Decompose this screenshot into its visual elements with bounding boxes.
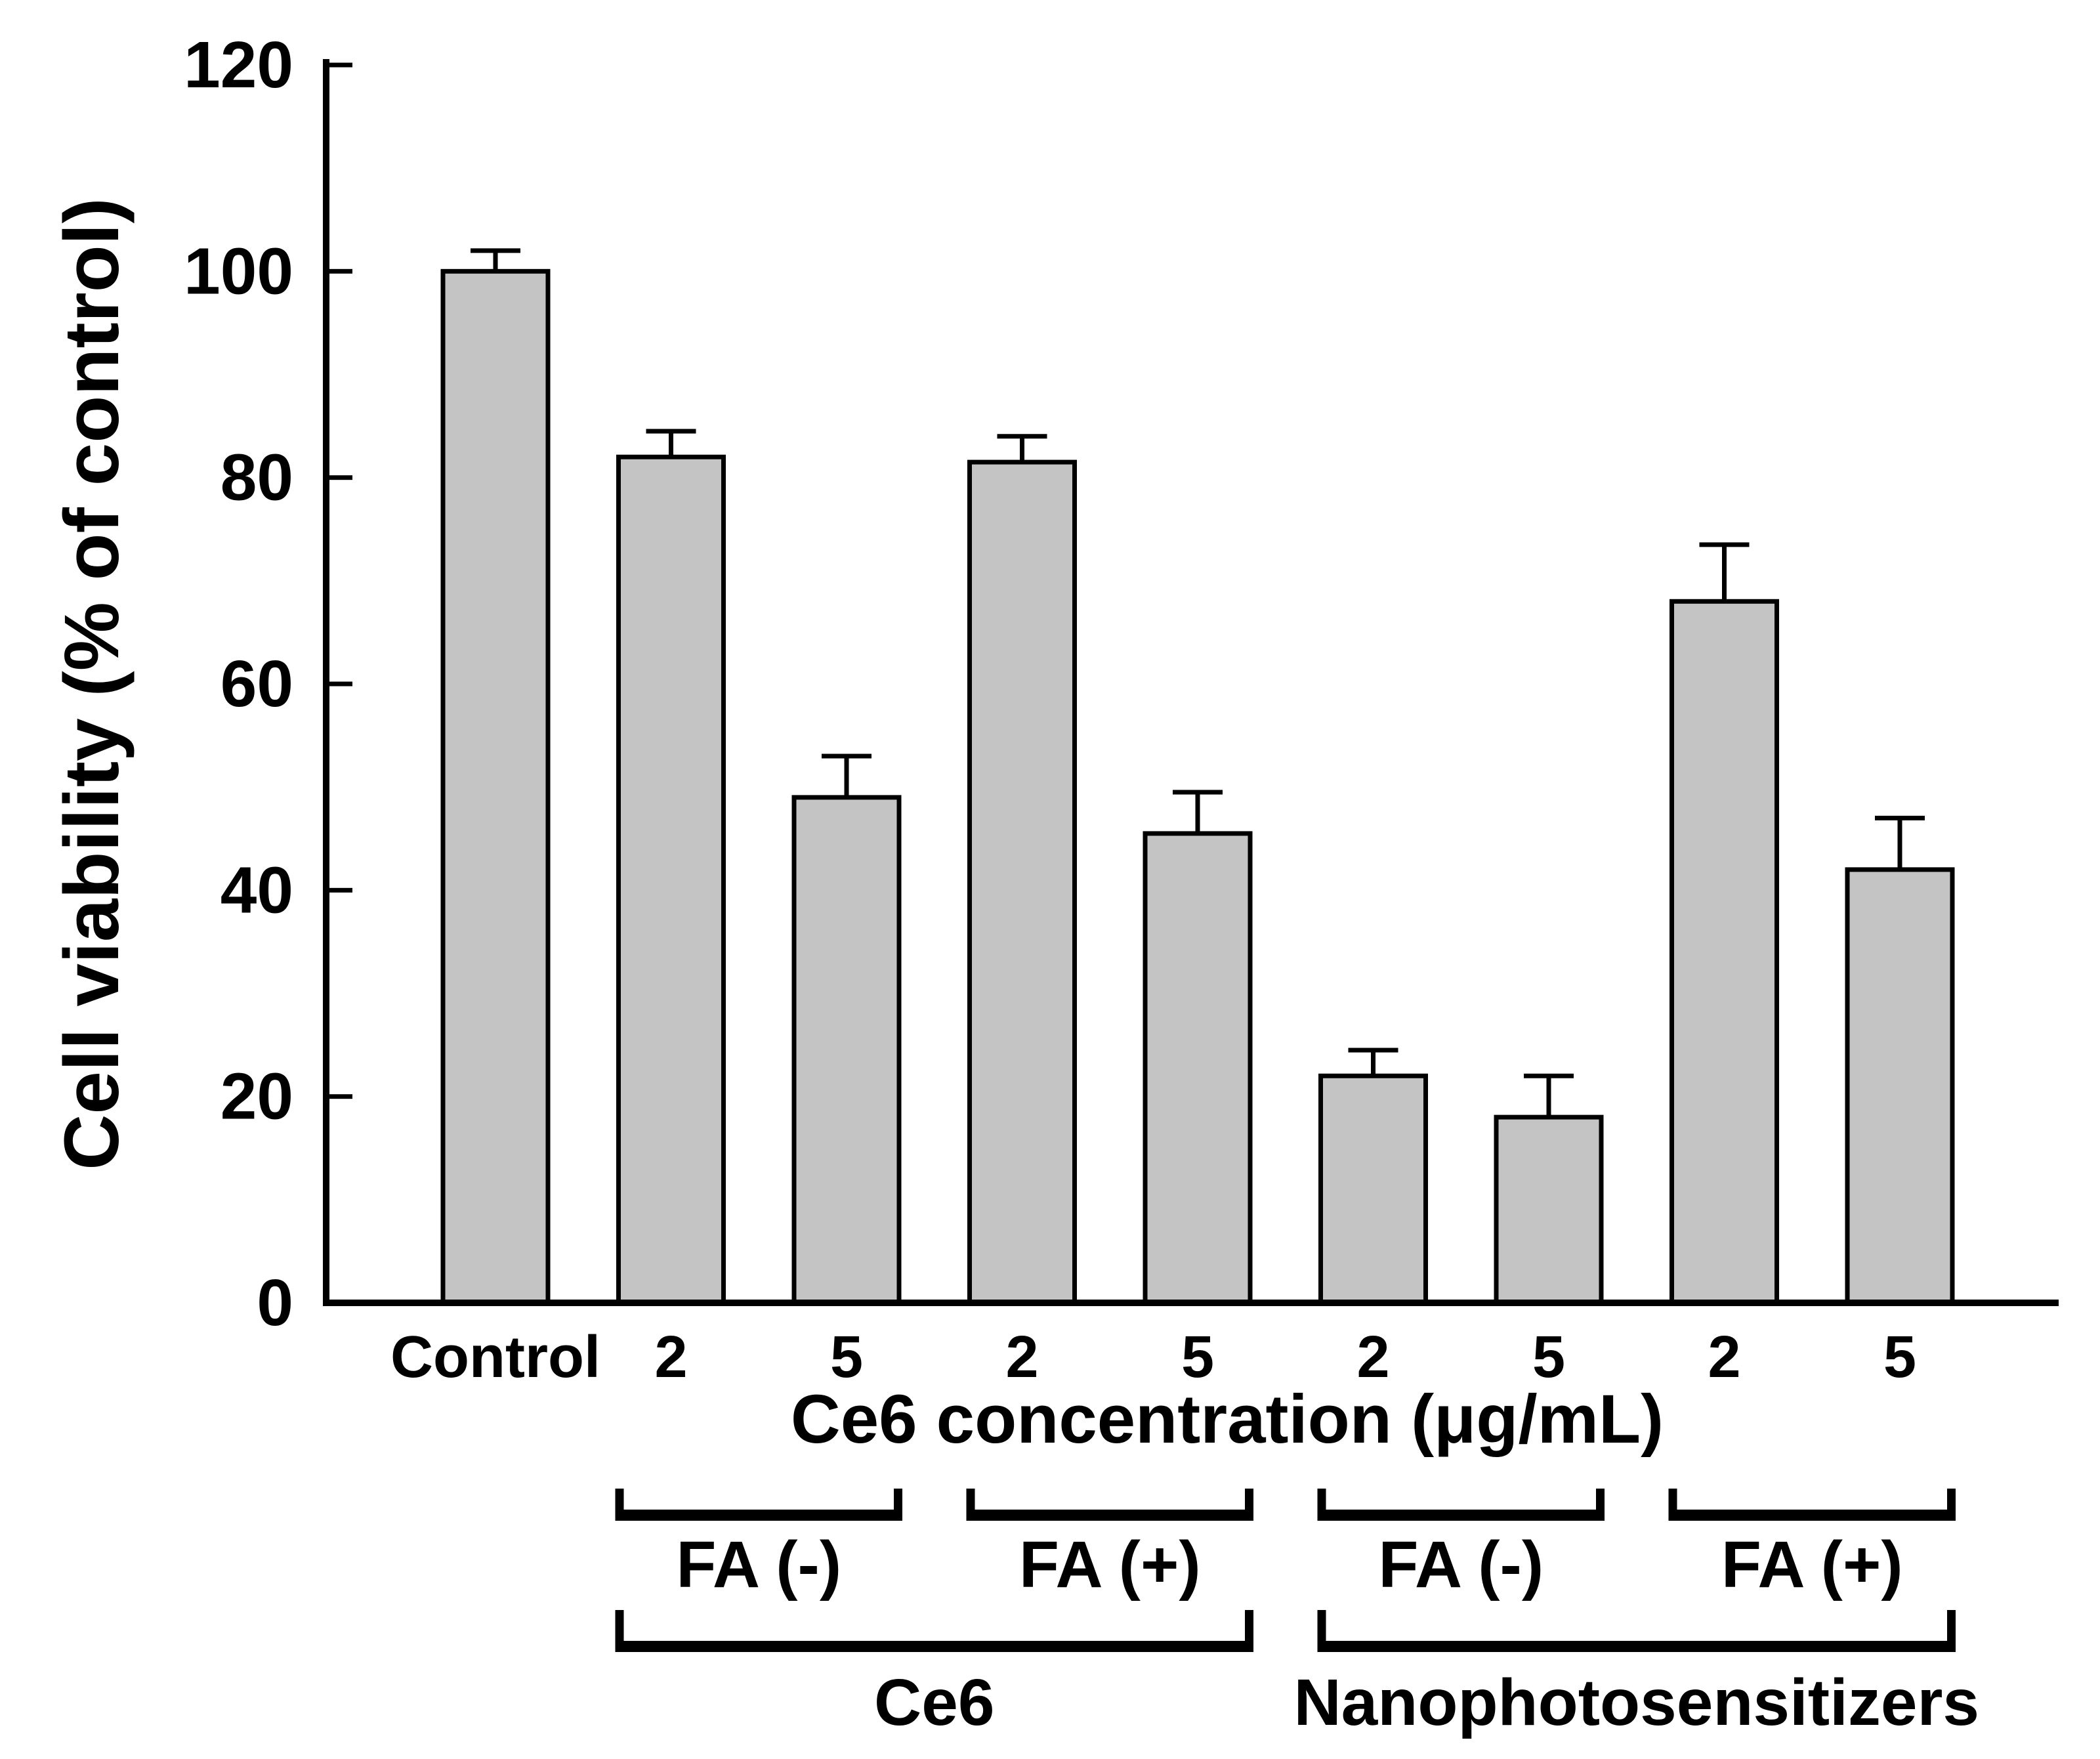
y-tick-label: 120: [184, 28, 293, 102]
y-tick-label: 60: [220, 647, 293, 721]
category-label: 2: [1356, 1325, 1389, 1390]
bracket-end-tick: [1947, 1610, 1956, 1652]
bracket-end-tick: [1947, 1489, 1956, 1521]
y-axis-title: Cell viability (% of control): [49, 198, 135, 1170]
y-tick: [326, 268, 352, 274]
bracket-end-tick: [1245, 1610, 1253, 1652]
fa-bracket-bar: [1668, 1510, 1956, 1521]
group-bracket-label: Ce6: [874, 1666, 994, 1739]
fa-bracket-bar: [966, 1510, 1253, 1521]
y-tick-label: 0: [257, 1266, 293, 1340]
category-label: 2: [1708, 1325, 1740, 1390]
y-tick: [326, 1094, 352, 1099]
y-tick-label: 100: [184, 234, 293, 308]
y-tick-label: 80: [220, 441, 293, 515]
fa-bracket-label: FA (-): [1378, 1528, 1544, 1601]
category-label: 2: [654, 1325, 687, 1390]
y-tick: [326, 887, 352, 893]
category-label: 5: [1181, 1325, 1214, 1390]
category-label: Control: [390, 1325, 600, 1390]
bar: [616, 454, 726, 1305]
y-tick: [326, 681, 352, 687]
category-label: 2: [1005, 1325, 1038, 1390]
bar: [440, 268, 551, 1305]
chart-plot-area: 0 20 40 60 80 100 120 Control 2 5 2 5 2 5 2 5 FA (-) FA (…: [184, 28, 2059, 1739]
category-label: 5: [1532, 1325, 1565, 1390]
group-bracket-bar: [1317, 1641, 1956, 1652]
bar: [1143, 831, 1253, 1305]
bar: [967, 459, 1077, 1305]
x-axis-title: Ce6 concentration (μg/mL): [791, 1381, 1664, 1458]
bracket-end-tick: [1245, 1489, 1253, 1521]
bracket-end-tick: [894, 1489, 902, 1521]
bar: [1318, 1073, 1428, 1305]
bar: [791, 795, 902, 1305]
group-bracket-bar: [615, 1641, 1253, 1652]
fa-bracket-label: FA (+): [1721, 1528, 1903, 1601]
fa-bracket-bar: [615, 1510, 902, 1521]
bracket-end-tick: [966, 1489, 975, 1521]
bar: [1845, 867, 1955, 1305]
x-axis-line: [323, 1300, 2059, 1306]
bracket-end-tick: [1596, 1489, 1605, 1521]
fa-bracket-label: FA (+): [1019, 1528, 1201, 1601]
group-bracket-label: Nanophotosensitizers: [1293, 1666, 1979, 1739]
bar: [1494, 1114, 1604, 1305]
category-label: 5: [1883, 1325, 1916, 1390]
y-tick-label: 40: [220, 853, 293, 927]
bracket-end-tick: [1317, 1610, 1326, 1652]
bracket-end-tick: [1668, 1489, 1677, 1521]
bracket-end-tick: [615, 1610, 624, 1652]
fa-bracket-label: FA (-): [676, 1528, 841, 1601]
category-label: 5: [830, 1325, 863, 1390]
y-tick: [326, 62, 352, 68]
fa-bracket-bar: [1317, 1510, 1605, 1521]
bracket-end-tick: [1317, 1489, 1326, 1521]
y-tick: [326, 1300, 352, 1305]
bracket-end-tick: [615, 1489, 624, 1521]
y-tick: [326, 475, 352, 480]
bar: [1670, 599, 1779, 1305]
y-tick-label: 20: [220, 1060, 293, 1134]
